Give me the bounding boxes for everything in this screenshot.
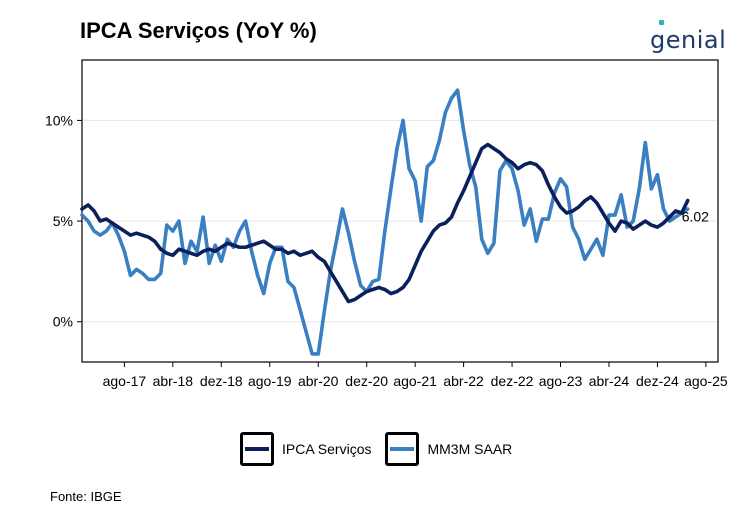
end-value-label: 6.02 <box>682 209 709 225</box>
source-note: Fonte: IBGE <box>50 489 122 504</box>
series-line-mm3m-saar <box>80 88 690 356</box>
series-line-ipca-servicos <box>80 142 690 304</box>
x-tick-label: ago-19 <box>248 373 292 389</box>
legend-swatch <box>245 447 269 451</box>
x-tick-label: ago-23 <box>539 373 583 389</box>
page-title: IPCA Serviços (YoY %) <box>80 18 317 43</box>
x-tick-label: abr-20 <box>298 373 339 389</box>
legend-key <box>385 432 420 466</box>
x-tick-label: dez-24 <box>636 373 679 389</box>
y-tick-label: 10% <box>45 112 73 128</box>
logo-text: genial <box>650 26 727 54</box>
logo-mark-icon <box>659 20 664 25</box>
legend-swatch <box>390 447 415 451</box>
x-tick-label: ago-17 <box>103 373 147 389</box>
x-tick-label: abr-22 <box>443 373 484 389</box>
y-tick-label: 0% <box>53 314 73 330</box>
x-tick-label: dez-20 <box>345 373 388 389</box>
legend-key <box>240 432 274 466</box>
x-tick-label: ago-25 <box>684 373 728 389</box>
y-tick-label: 5% <box>53 213 73 229</box>
plot-border <box>81 59 719 363</box>
legend-item: MM3M SAAR <box>385 432 512 466</box>
legend-label: MM3M SAAR <box>427 441 513 457</box>
x-tick-label: abr-24 <box>589 373 630 389</box>
x-tick-label: abr-18 <box>153 373 194 389</box>
chart-legend: IPCA Serviços MM3M SAAR <box>240 428 526 470</box>
genial-logo: genial <box>650 18 730 54</box>
x-tick-label: dez-18 <box>200 373 243 389</box>
x-tick-label: dez-22 <box>491 373 534 389</box>
legend-label: IPCA Serviços <box>282 441 372 457</box>
legend-item: IPCA Serviços <box>240 432 371 466</box>
x-tick-label: ago-21 <box>393 373 437 389</box>
